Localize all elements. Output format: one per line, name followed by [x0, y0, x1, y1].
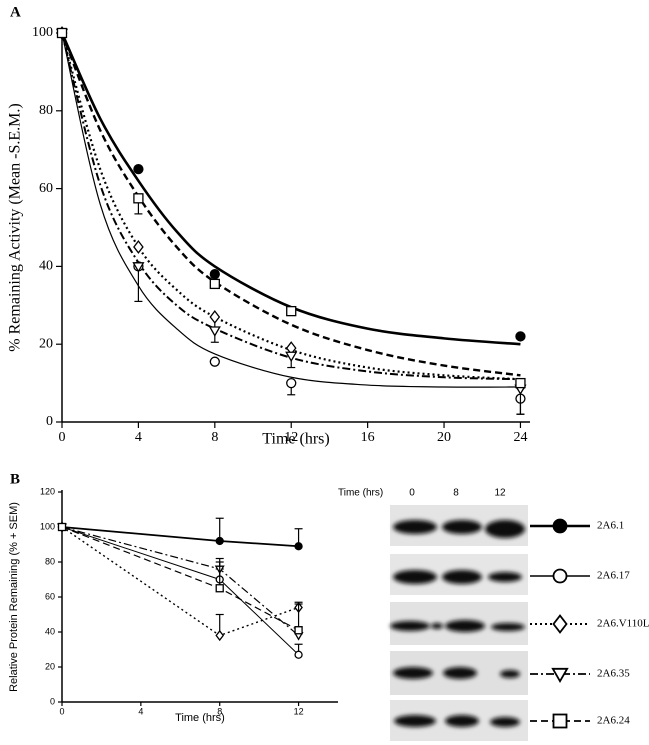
- legend-label: 2A6.24: [597, 715, 630, 727]
- marker: [552, 568, 568, 584]
- marker: [57, 522, 67, 532]
- marker: [215, 584, 224, 593]
- marker: [294, 626, 303, 635]
- x-axis-title: Time (hrs): [262, 431, 329, 448]
- legend-label: 2A6.V110L: [597, 618, 649, 630]
- series-line: [61, 526, 299, 631]
- y-tick-label: 40: [39, 259, 53, 274]
- fit-curve: [60, 32, 521, 381]
- marker: [286, 305, 297, 317]
- legend-label: 2A6.35: [597, 668, 630, 680]
- y-tick-label: 20: [39, 336, 53, 351]
- series-line: [61, 526, 299, 656]
- x-tick-label: 4: [138, 707, 143, 717]
- y-tick-label: 100: [32, 25, 53, 40]
- marker: [209, 269, 220, 280]
- x-tick-label: 4: [135, 430, 142, 445]
- x-tick-label: 8: [217, 707, 222, 717]
- marker: [133, 240, 144, 254]
- marker: [209, 278, 220, 290]
- marker: [515, 377, 526, 389]
- panel-label: A: [10, 4, 21, 20]
- y-tick-label: 20: [45, 661, 55, 671]
- y-tick-label: 0: [46, 414, 53, 429]
- marker: [209, 356, 220, 367]
- y-tick-label: 100: [40, 521, 55, 531]
- marker: [215, 629, 225, 642]
- marker: [552, 614, 568, 634]
- marker: [56, 27, 68, 39]
- marker: [551, 667, 569, 683]
- x-tick-label: 24: [513, 430, 527, 445]
- y-axis-title: % Remaining Activity (Mean -S.E.M.): [7, 103, 24, 351]
- x-tick-label: 12: [284, 430, 298, 445]
- marker: [209, 310, 221, 324]
- marker: [552, 518, 568, 534]
- marker: [515, 331, 526, 342]
- x-tick-label: 0: [59, 707, 64, 717]
- y-tick-label: 120: [40, 486, 55, 496]
- blot-lane-label: 12: [494, 488, 506, 499]
- marker: [133, 193, 144, 204]
- y-tick-label: 60: [45, 591, 55, 601]
- panel-label: B: [10, 471, 20, 487]
- marker: [286, 377, 297, 389]
- blot-lane-label: 0: [409, 488, 415, 499]
- blot-time-label: Time (hrs): [338, 488, 383, 499]
- legend-label: 2A6.17: [597, 570, 630, 582]
- fit-curve: [61, 32, 521, 381]
- x-tick-label: 12: [294, 707, 304, 717]
- blot-lane-label: 8: [453, 488, 459, 499]
- marker: [215, 536, 224, 546]
- x-tick-label: 0: [59, 430, 66, 445]
- y-tick-label: 80: [39, 103, 53, 118]
- legend-label: 2A6.1: [597, 520, 624, 532]
- marker: [285, 351, 298, 363]
- fit-curve: [60, 32, 521, 377]
- marker: [294, 542, 303, 551]
- marker: [208, 326, 221, 337]
- y-axis-title: Relative Protein Remaining (% + SEM): [8, 502, 20, 692]
- y-tick-label: 60: [39, 181, 53, 196]
- y-tick-label: 80: [45, 556, 55, 566]
- marker: [133, 163, 144, 175]
- x-axis-title: Time (hrs): [175, 712, 225, 724]
- marker: [552, 713, 568, 729]
- blot-image: [390, 505, 528, 741]
- fit-curve: [60, 32, 521, 346]
- marker: [132, 262, 145, 273]
- x-tick-label: 8: [211, 430, 218, 445]
- marker: [294, 650, 303, 659]
- x-tick-label: 16: [361, 430, 375, 445]
- y-tick-label: 0: [50, 696, 55, 706]
- y-tick-label: 40: [45, 626, 55, 636]
- fit-curve: [61, 32, 521, 388]
- x-tick-label: 20: [437, 430, 451, 445]
